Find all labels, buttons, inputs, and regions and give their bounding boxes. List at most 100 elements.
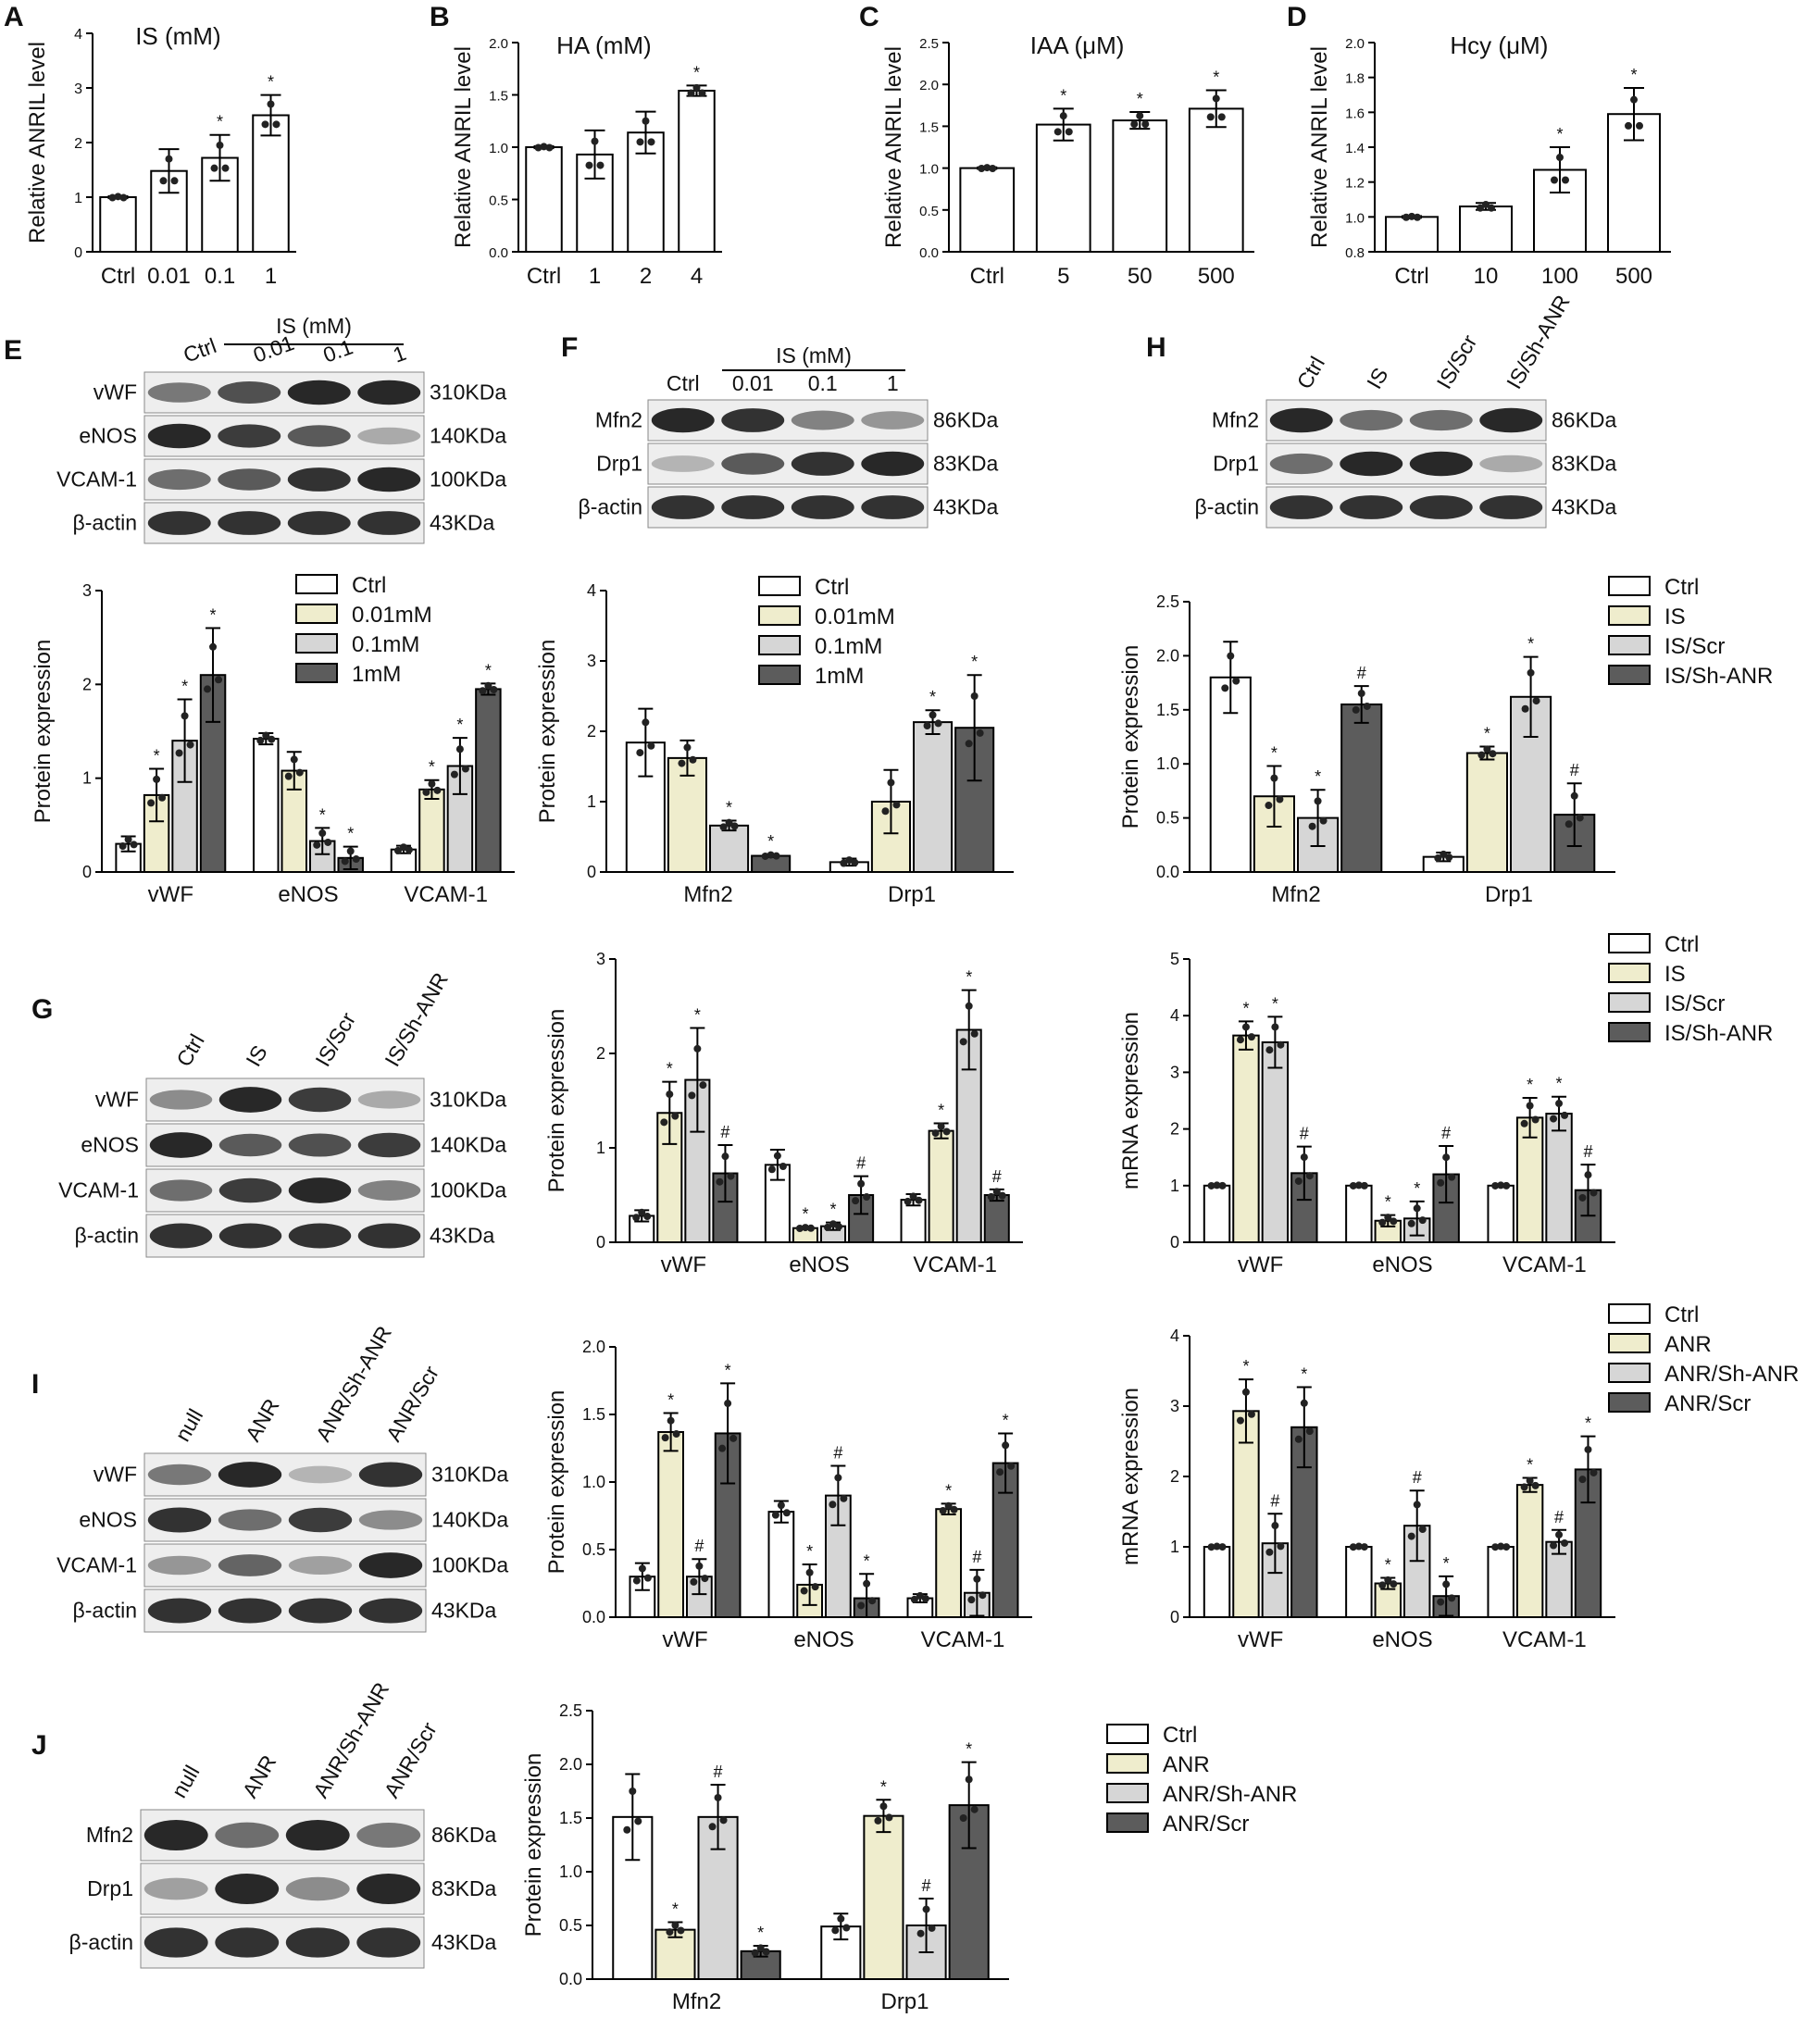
panel-letter-J: J (31, 1730, 47, 1761)
blot-band (1479, 407, 1543, 433)
data-point (1352, 705, 1360, 714)
data-point (216, 141, 224, 149)
data-point (779, 1162, 787, 1170)
significance-mark: * (806, 1542, 813, 1561)
data-point (892, 801, 901, 809)
blot-band (147, 468, 211, 491)
data-point (1053, 128, 1062, 136)
chart-D: 0.8 1.0 1.2 1.4 1.6 1.8 2.0 Ctrl 10 * 100 * 500 Hcy (… (1307, 31, 1671, 289)
data-point (1418, 1216, 1427, 1225)
y-tick-label: 0.5 (1156, 809, 1179, 828)
blot-band (218, 1223, 282, 1249)
blot-protein-label: Mfn2 (86, 1823, 133, 1847)
significance-mark: * (210, 606, 217, 625)
blot-band (218, 380, 281, 405)
y-axis-label: Relative ANRIL level (451, 46, 476, 248)
data-point (987, 1192, 995, 1201)
significance-mark: * (1060, 86, 1066, 105)
data-point (534, 143, 542, 152)
data-point (762, 1948, 770, 1956)
blot-band (147, 1555, 212, 1576)
blot-band (651, 495, 715, 519)
bar-Ctrl (1487, 1546, 1515, 1618)
data-point (1390, 1217, 1398, 1226)
data-point (667, 1416, 675, 1425)
blot-band (288, 1556, 353, 1575)
y-tick-label: 2.5 (919, 36, 939, 52)
data-point (857, 1601, 866, 1610)
data-point (1218, 1181, 1227, 1190)
data-point (970, 1805, 979, 1813)
y-tick-label: 1.0 (1345, 210, 1365, 226)
x-tick-label: 2 (640, 264, 652, 289)
data-point (857, 1179, 866, 1188)
data-point (761, 852, 769, 860)
blot-size-label: 86KDa (1552, 408, 1617, 432)
data-point (1265, 1046, 1274, 1054)
x-tick-label: vWF (662, 1627, 707, 1652)
y-axis-label: Relative ANRIL level (881, 46, 906, 248)
bar (99, 196, 137, 253)
data-point (672, 1430, 680, 1439)
blot-header: IS (mM) (276, 314, 352, 338)
legend-label: 0.1mM (815, 634, 882, 659)
bar-IS (928, 1129, 954, 1244)
y-axis-label: mRNA expression (1118, 1388, 1143, 1565)
x-tick-label: Mfn2 (683, 882, 732, 907)
data-point (970, 692, 979, 700)
legend-swatch (1608, 1363, 1651, 1383)
blot-band (149, 1132, 213, 1158)
y-tick-label: 0.0 (489, 245, 508, 261)
data-point (1521, 704, 1529, 713)
lane-label: IS/Scr (1432, 330, 1482, 393)
blot-protein-label: VCAM-1 (56, 1553, 137, 1577)
blot-J: Mfn2 86KDa Drp1 83KDa β-actin 43KDa null ANR ANR… (69, 1678, 497, 1969)
significance-mark: * (725, 1361, 731, 1379)
data-point (916, 1929, 925, 1937)
blot-F: Mfn2 86KDa Drp1 83KDa β-actin 43KDa Ctrl 0.01 0.… (579, 343, 999, 529)
data-point (923, 721, 931, 729)
x-tick-label: 500 (1615, 264, 1652, 289)
legend-label: IS/Scr (1664, 991, 1725, 1016)
data-point (1207, 1543, 1215, 1551)
blot-H: Mfn2 86KDa Drp1 83KDa β-actin 43KDa Ctrl IS IS/S… (1195, 291, 1617, 529)
legend-swatch (1608, 1303, 1651, 1324)
blot-band (356, 1927, 421, 1958)
y-tick-label: 0.0 (582, 1608, 605, 1626)
data-point (1636, 121, 1643, 130)
data-point (181, 712, 189, 720)
x-tick-label: Ctrl (970, 264, 1004, 289)
data-point (268, 735, 276, 743)
data-point (1232, 677, 1240, 685)
data-point (1384, 1214, 1392, 1222)
significance-mark: * (1385, 1555, 1391, 1574)
bar (1112, 119, 1168, 253)
data-point (632, 1214, 641, 1222)
legend-label: Ctrl (815, 575, 849, 600)
data-point (708, 1823, 717, 1831)
data-point (660, 1118, 668, 1127)
significance-mark: # (1583, 1142, 1592, 1161)
blot-size-label: 43KDa (430, 1224, 495, 1248)
data-point (989, 165, 997, 173)
chart-title: Hcy (μM) (1450, 31, 1548, 59)
data-point (1206, 113, 1215, 121)
data-point (1277, 1542, 1285, 1551)
data-point (1562, 176, 1569, 184)
data-point (1520, 1483, 1528, 1491)
significance-mark: * (1271, 744, 1278, 763)
legend-swatch (758, 576, 801, 596)
y-tick-label: 2.0 (489, 36, 508, 52)
bar-0.1mM (709, 824, 750, 874)
blot-size-label: 43KDa (431, 1599, 497, 1623)
lane-label: Ctrl (667, 371, 700, 395)
blot-band (143, 1819, 208, 1851)
data-point (1265, 802, 1273, 810)
data-point (863, 1579, 871, 1588)
blot-band (149, 1090, 213, 1110)
data-point (1271, 1522, 1279, 1530)
blot-band (358, 1552, 423, 1578)
chart-I-protein: 0.0 0.5 1.0 1.5 2.0 * # * vWF * # * eNOS * # * VCAM-1 Pro… (544, 1338, 1032, 1652)
data-point (1561, 1111, 1569, 1119)
blot-band (356, 1873, 421, 1905)
